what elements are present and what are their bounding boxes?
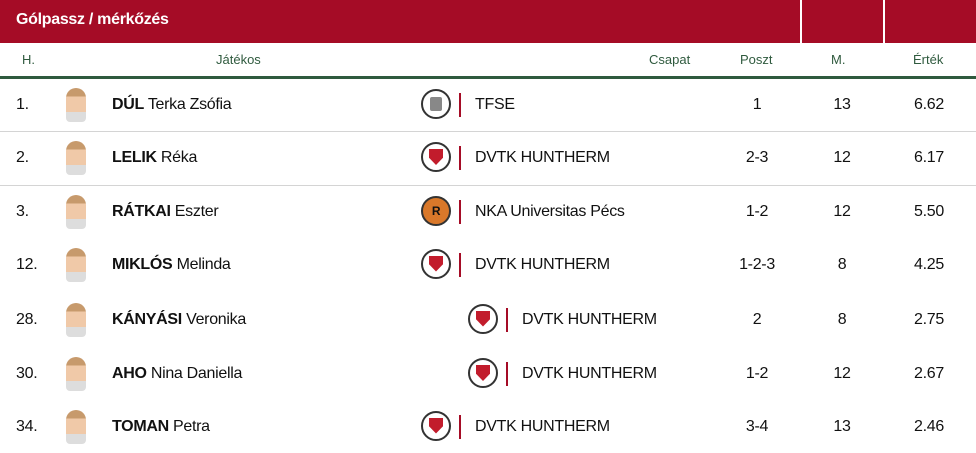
team-name[interactable]: NKA Universitas Pécs (475, 202, 625, 220)
player-surname: LELIK (112, 149, 157, 166)
position: 2 (752, 310, 762, 328)
dvtk-logo-icon (468, 358, 498, 388)
value: 5.50 (914, 202, 944, 220)
col-position[interactable]: Poszt (740, 52, 773, 67)
player-given-name: Réka (160, 149, 198, 166)
player-surname: DÚL (112, 95, 144, 113)
team-divider (506, 362, 508, 386)
player-surname: MIKLÓS (112, 255, 173, 273)
value: 6.17 (914, 149, 944, 166)
rank: 3. (16, 202, 29, 220)
player-given-name: Veronika (186, 310, 246, 328)
value: 2.46 (914, 417, 944, 435)
team-name[interactable]: DVTK HUNTHERM (522, 365, 657, 382)
position: 1 (752, 95, 762, 113)
col-matches[interactable]: M. (831, 52, 846, 67)
rank: 28. (16, 310, 38, 328)
position: 1-2 (745, 202, 769, 220)
player-surname: KÁNYÁSI (112, 310, 182, 328)
player-avatar (66, 194, 86, 229)
rank: 2. (16, 149, 29, 166)
dvtk-logo-icon (468, 303, 498, 334)
col-team[interactable]: Csapat (649, 52, 691, 67)
team-name[interactable]: TFSE (475, 95, 515, 113)
player-given-name: Terka Zsófia (147, 95, 232, 113)
player-given-name: Nina Daniella (150, 365, 243, 382)
player-avatar (66, 87, 86, 122)
value: 2.67 (914, 365, 944, 382)
dvtk-logo-icon (421, 142, 451, 172)
dvtk-logo-icon (421, 410, 451, 441)
col-rank[interactable]: H. (22, 52, 35, 67)
matches: 8 (837, 310, 847, 328)
col-value[interactable]: Érték (913, 52, 944, 67)
player-name[interactable]: KÁNYÁSI Veronika (112, 311, 246, 329)
player-name[interactable]: MIKLÓS Melinda (112, 256, 231, 274)
column-header-row: H. Játékos Csapat Poszt M. Érték (0, 43, 976, 79)
player-given-name: Eszter (174, 202, 219, 220)
table-row[interactable]: 28. KÁNYÁSI Veronika DVTK HUNTHERM 2 8 2… (0, 291, 976, 348)
rank: 30. (16, 365, 38, 382)
title-cell-value (885, 0, 976, 43)
player-given-name: Petra (173, 417, 210, 435)
table-title-bar: Gólpassz / mérkőzés (0, 0, 976, 43)
team-divider (459, 146, 461, 170)
team-divider (459, 199, 461, 224)
title-cell: Gólpassz / mérkőzés (0, 0, 800, 43)
value: 4.25 (914, 255, 944, 273)
matches: 12 (833, 365, 851, 382)
team-divider (459, 252, 461, 277)
table-row[interactable]: 1. DÚL Terka Zsófia TFSE 1 13 6.62 (0, 78, 976, 132)
team-divider (459, 92, 461, 117)
col-player[interactable]: Játékos (216, 52, 261, 67)
player-surname: RÁTKAI (112, 202, 171, 220)
player-avatar (66, 409, 86, 444)
player-name[interactable]: TOMAN Petra (112, 418, 210, 436)
player-surname: AHO (112, 365, 147, 382)
pecs-logo-icon: R (421, 195, 451, 226)
player-avatar (66, 247, 86, 282)
team-name[interactable]: DVTK HUNTHERM (475, 417, 610, 435)
team-name[interactable]: DVTK HUNTHERM (475, 255, 610, 273)
matches: 13 (833, 95, 851, 113)
position: 3-4 (745, 417, 769, 435)
team-divider (459, 414, 461, 439)
value: 2.75 (914, 310, 944, 328)
tfse-logo-icon (421, 88, 451, 119)
matches: 12 (833, 202, 851, 220)
table-row[interactable]: 2. LELIK Réka DVTK HUNTHERM 2-3 12 6.17 (0, 131, 976, 186)
dvtk-logo-icon (421, 248, 451, 279)
table-row[interactable]: 3. RÁTKAI Eszter R NKA Universitas Pécs … (0, 185, 976, 238)
position: 2-3 (745, 149, 769, 166)
value: 6.62 (914, 95, 944, 113)
player-name[interactable]: RÁTKAI Eszter (112, 202, 219, 221)
team-name[interactable]: DVTK HUNTHERM (475, 149, 610, 166)
rank: 12. (16, 255, 38, 273)
table-row[interactable]: 12. MIKLÓS Melinda DVTK HUNTHERM 1-2-3 8… (0, 238, 976, 291)
team-divider (506, 307, 508, 332)
player-name[interactable]: DÚL Terka Zsófia (112, 95, 232, 114)
player-name[interactable]: LELIK Réka (112, 149, 197, 167)
player-avatar (66, 141, 86, 175)
matches: 13 (833, 417, 851, 435)
matches: 12 (833, 149, 851, 166)
table-title: Gólpassz / mérkőzés (16, 11, 169, 28)
player-given-name: Melinda (176, 255, 231, 273)
player-name[interactable]: AHO Nina Daniella (112, 365, 242, 383)
matches: 8 (837, 255, 847, 273)
player-surname: TOMAN (112, 417, 169, 435)
player-avatar (66, 357, 86, 391)
team-name[interactable]: DVTK HUNTHERM (522, 310, 657, 328)
rank: 34. (16, 417, 38, 435)
title-cell-matches (802, 0, 883, 43)
player-avatar (66, 302, 86, 337)
table-row[interactable]: 30. AHO Nina Daniella DVTK HUNTHERM 1-2 … (0, 348, 976, 400)
position: 1-2-3 (739, 255, 775, 273)
rank: 1. (16, 95, 29, 113)
position: 1-2 (745, 365, 769, 382)
table-row[interactable]: 34. TOMAN Petra DVTK HUNTHERM 3-4 13 2.4… (0, 400, 976, 453)
